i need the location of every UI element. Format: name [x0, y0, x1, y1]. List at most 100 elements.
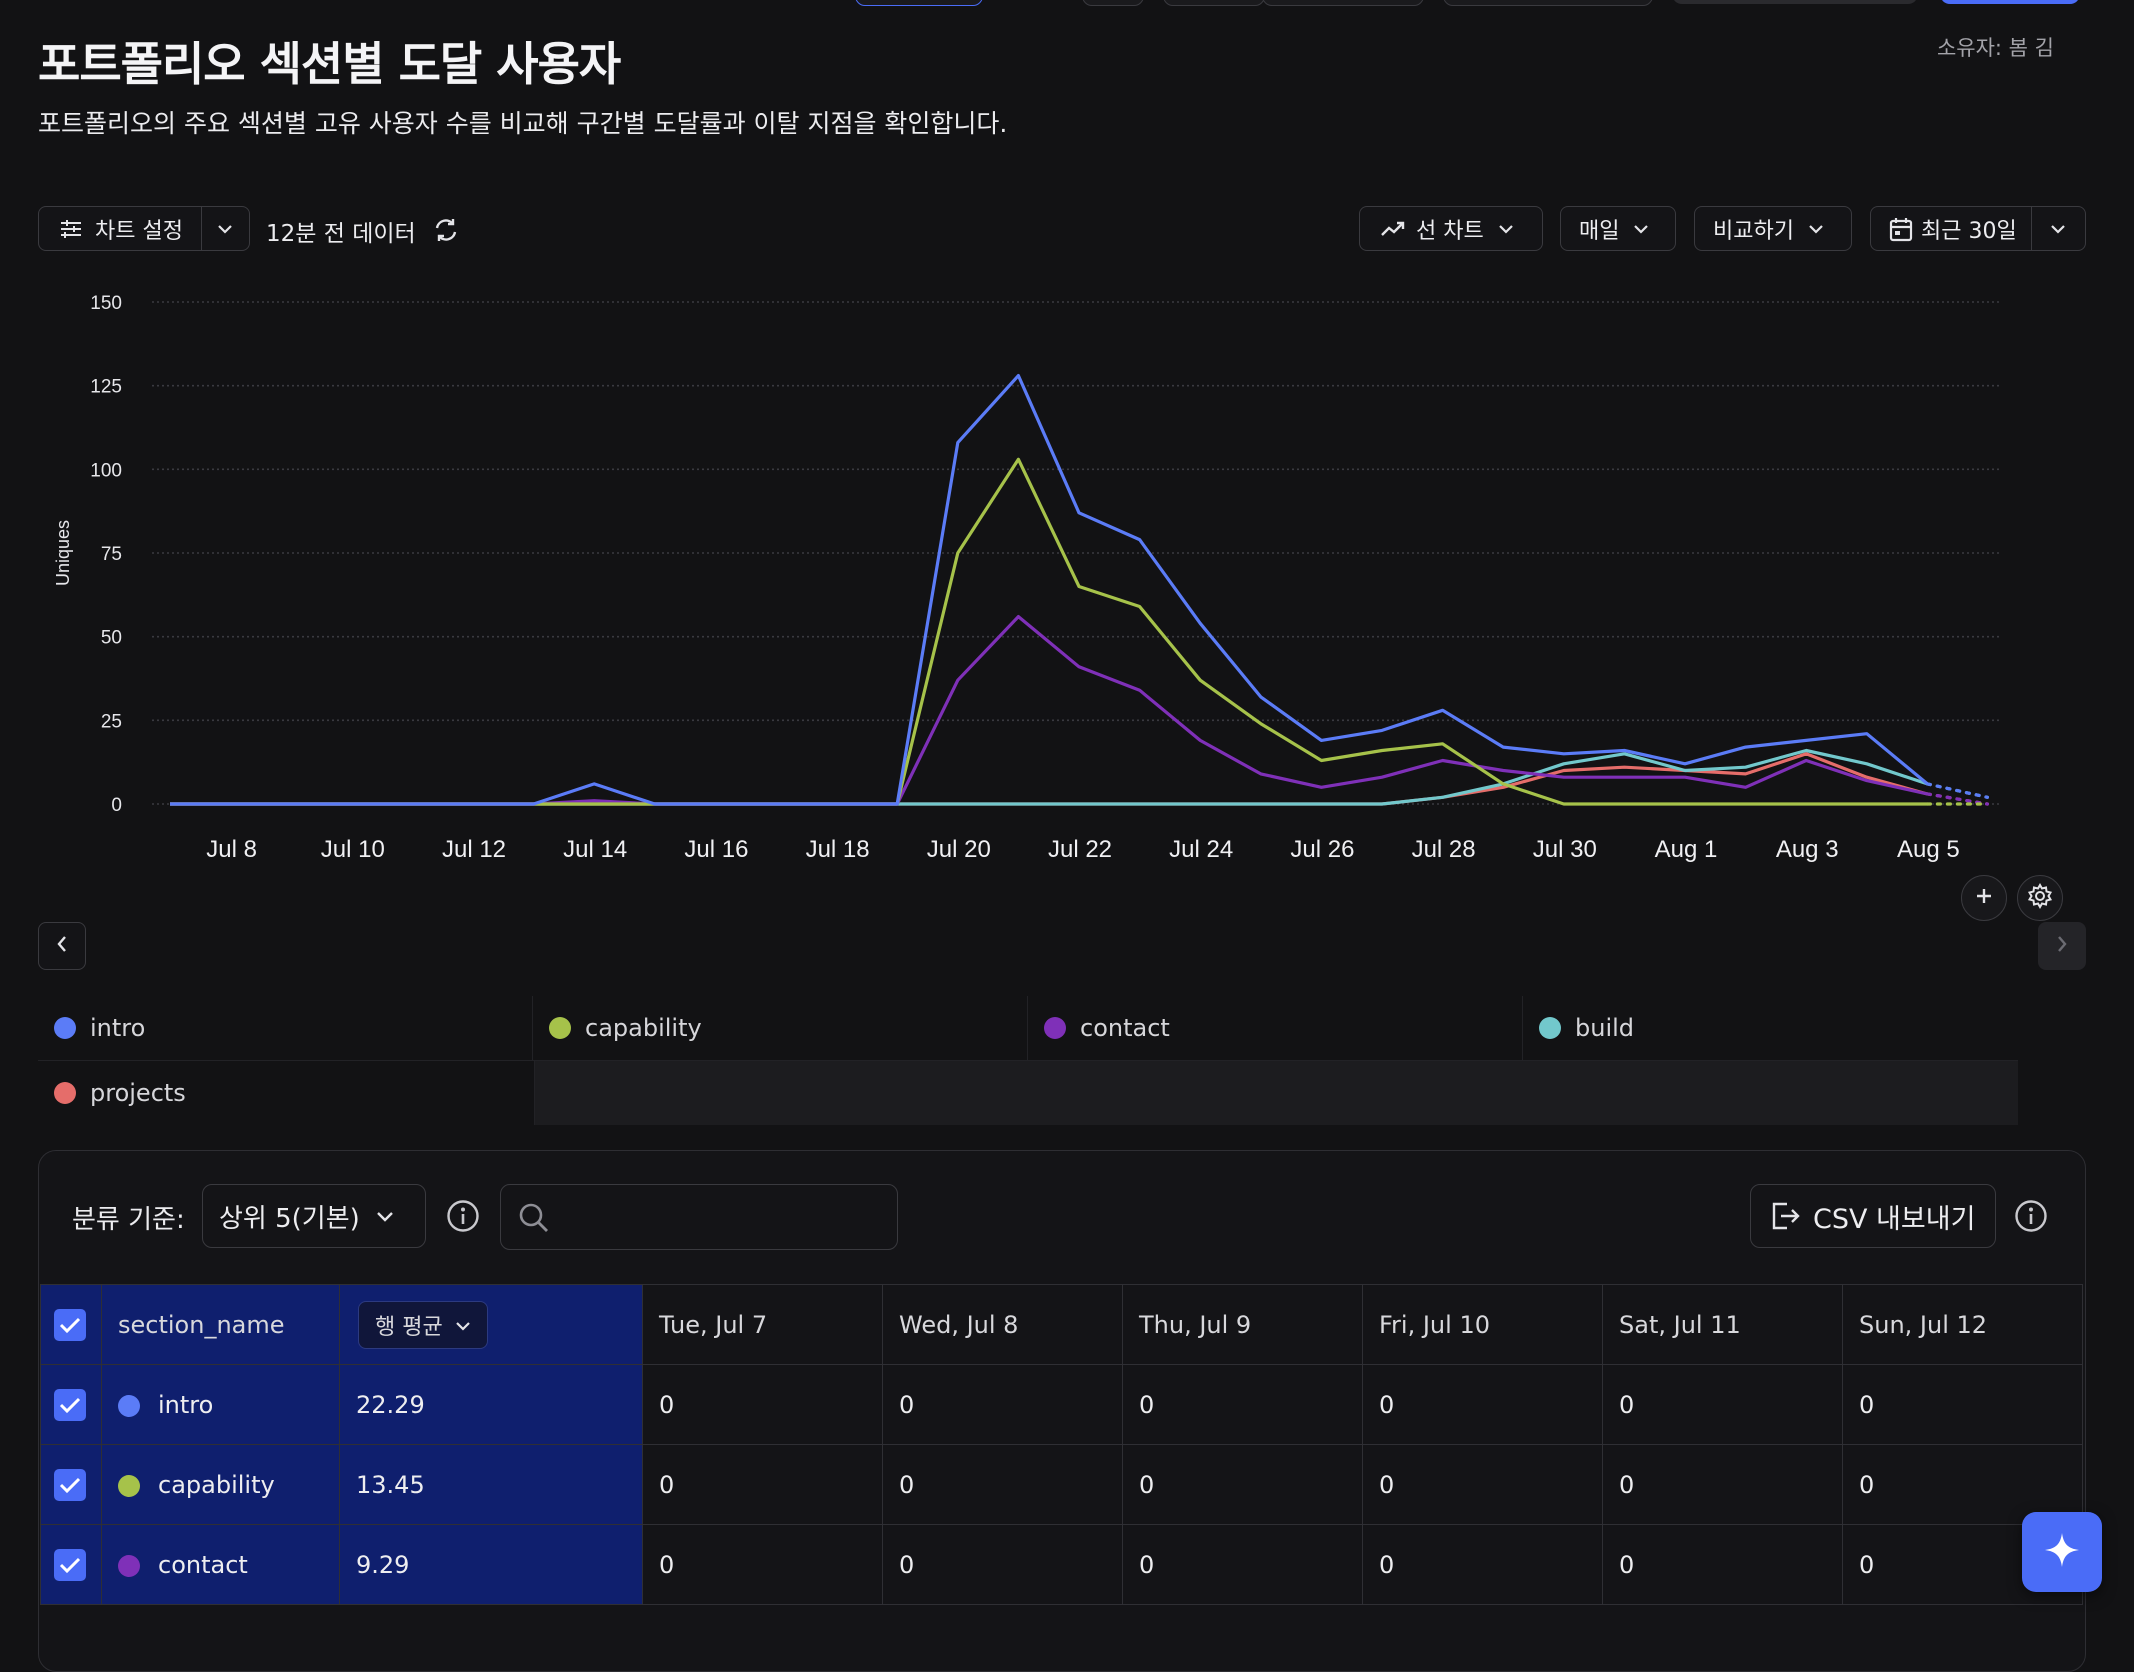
table-row[interactable]: intro 22.29 0 0 0 0 0 0	[40, 1364, 2083, 1445]
x-tick-label: Jul 8	[206, 836, 257, 863]
series-partial-intro	[1925, 782, 1990, 799]
x-tick-label: Jul 18	[806, 836, 870, 863]
legend-label: contact	[1080, 1014, 1170, 1042]
breakdown-table: section_name 행 평균 Tue, Jul 7 Wed, Jul 8 …	[40, 1284, 2083, 1605]
search-input[interactable]	[500, 1184, 898, 1250]
series-line-capability	[170, 457, 1928, 806]
info-icon[interactable]	[446, 1199, 480, 1237]
value-cell: 0	[642, 1444, 883, 1525]
interval-select[interactable]: 매일	[1560, 206, 1676, 251]
value-cell: 0	[1362, 1524, 1603, 1605]
table-row[interactable]: contact 9.29 0 0 0 0 0 0	[40, 1524, 2083, 1605]
top-button-3[interactable]	[1262, 0, 1424, 6]
top-tab-active[interactable]	[855, 0, 983, 6]
legend-next-button[interactable]	[2038, 922, 2086, 970]
export-label: CSV 내보내기	[1813, 1203, 1976, 1235]
sparkle-icon	[2042, 1530, 2082, 1574]
page-title: 포트폴리오 섹션별 도달 사용자	[38, 37, 621, 91]
chart-legend: intro capability contact build projects	[38, 996, 2018, 1125]
row-select-cell	[40, 1524, 102, 1605]
date-range-label: 최근 30일	[1921, 218, 2017, 244]
date-range-button[interactable]: 최근 30일	[1871, 207, 2031, 250]
row-checkbox[interactable]	[54, 1548, 86, 1581]
y-tick-label: 100	[90, 460, 122, 481]
row-average-cell: 9.29	[339, 1524, 643, 1605]
chevron-right-icon	[2056, 935, 2068, 957]
top-primary-button[interactable]	[1940, 0, 2080, 4]
row-average-sort-button[interactable]: 행 평균	[358, 1300, 488, 1349]
value-cell: 0	[1842, 1444, 2083, 1525]
value-cell: 0	[1122, 1444, 1363, 1525]
y-tick-label: 50	[101, 628, 122, 649]
value-cell: 0	[1122, 1524, 1363, 1605]
legend-item-projects[interactable]: projects	[38, 1061, 535, 1125]
column-header-date[interactable]: Wed, Jul 8	[882, 1284, 1123, 1365]
series-color-dot	[118, 1474, 140, 1497]
chart-settings-dropdown[interactable]	[202, 207, 249, 250]
section-name-cell: capability	[101, 1444, 340, 1525]
series-partial-contact	[1925, 792, 1990, 806]
export-csv-button[interactable]: CSV 내보내기	[1750, 1184, 1996, 1248]
refresh-icon[interactable]	[432, 216, 460, 248]
x-tick-label: Jul 24	[1169, 836, 1233, 863]
legend-item-build[interactable]: build	[1523, 996, 2018, 1060]
breakdown-select[interactable]: 상위 5(기본)	[202, 1184, 426, 1248]
legend-item-capability[interactable]: capability	[533, 996, 1028, 1060]
row-select-cell	[40, 1444, 102, 1525]
column-header-date[interactable]: Fri, Jul 10	[1362, 1284, 1603, 1365]
top-button-5[interactable]	[1672, 0, 1918, 4]
column-header-date[interactable]: Thu, Jul 9	[1122, 1284, 1363, 1365]
legend-dot	[1539, 1017, 1561, 1039]
chart-settings-button[interactable]: 차트 설정	[39, 207, 201, 250]
select-all-cell	[40, 1284, 102, 1365]
table-header-row: section_name 행 평균 Tue, Jul 7 Wed, Jul 8 …	[40, 1284, 2083, 1365]
chart-settings-control: 차트 설정	[38, 206, 250, 251]
legend-prev-button[interactable]	[38, 922, 86, 970]
page-description: 포트폴리오의 주요 섹션별 고유 사용자 수를 비교해 구간별 도달률과 이탈 …	[38, 109, 1008, 138]
legend-empty-area	[535, 1061, 2018, 1125]
top-button-1[interactable]	[1082, 0, 1144, 6]
search-icon	[517, 1201, 551, 1239]
add-series-button[interactable]	[1961, 875, 2007, 921]
breakdown-selected: 상위 5(기본)	[219, 1203, 360, 1234]
chart-type-select[interactable]: 선 차트	[1359, 206, 1543, 251]
row-checkbox[interactable]	[54, 1388, 86, 1421]
row-average-cell: 13.45	[339, 1444, 643, 1525]
column-header-date[interactable]: Sun, Jul 12	[1842, 1284, 2083, 1365]
section-name-cell: contact	[101, 1524, 340, 1605]
select-all-checkbox[interactable]	[54, 1308, 86, 1341]
series-line-intro	[170, 373, 1929, 806]
chart-type-label: 선 차트	[1416, 218, 1484, 244]
top-button-2[interactable]	[1163, 0, 1265, 6]
x-tick-label: Jul 30	[1533, 836, 1597, 863]
chart-options-button[interactable]	[2017, 875, 2063, 921]
y-axis-label: Uniques	[53, 520, 73, 586]
date-range-dropdown[interactable]	[2032, 207, 2085, 250]
chevron-down-icon	[376, 1211, 394, 1222]
column-header-section-name[interactable]: section_name	[101, 1284, 340, 1365]
x-tick-label: Jul 10	[321, 836, 385, 863]
line-chart-icon	[1380, 219, 1406, 239]
x-tick-label: Aug 5	[1897, 836, 1960, 863]
x-tick-label: Jul 26	[1290, 836, 1354, 863]
legend-item-intro[interactable]: intro	[38, 996, 533, 1060]
series-line-contact	[170, 615, 1928, 806]
y-tick-label: 0	[111, 795, 122, 816]
owner-label: 소유자: 봄 김	[1936, 36, 2054, 60]
value-cell: 0	[1602, 1524, 1843, 1605]
x-tick-label: Jul 28	[1412, 836, 1476, 863]
table-row[interactable]: capability 13.45 0 0 0 0 0 0	[40, 1444, 2083, 1525]
series-color-dot	[118, 1554, 140, 1577]
info-icon[interactable]	[2014, 1199, 2048, 1237]
gear-icon	[2027, 882, 2053, 913]
top-button-4[interactable]	[1443, 0, 1653, 6]
legend-item-contact[interactable]: contact	[1028, 996, 1523, 1060]
column-header-date[interactable]: Tue, Jul 7	[642, 1284, 883, 1365]
x-tick-label: Aug 1	[1655, 836, 1718, 863]
column-header-date[interactable]: Sat, Jul 11	[1602, 1284, 1843, 1365]
compare-select[interactable]: 비교하기	[1694, 206, 1852, 251]
row-checkbox[interactable]	[54, 1468, 86, 1501]
value-cell: 0	[642, 1364, 883, 1445]
ai-assistant-button[interactable]	[2022, 1512, 2102, 1592]
value-cell: 0	[642, 1524, 883, 1605]
